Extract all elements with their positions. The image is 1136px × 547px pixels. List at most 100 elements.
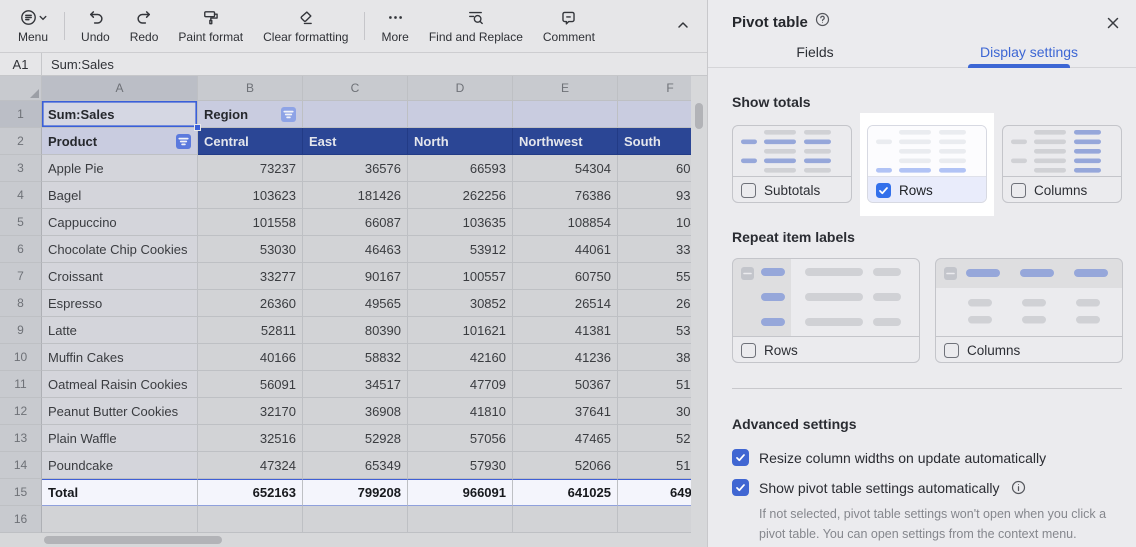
cell[interactable]: Espresso	[42, 290, 198, 317]
row-header-9[interactable]: 9	[0, 317, 42, 344]
cell[interactable]	[513, 506, 618, 533]
fill-handle[interactable]	[193, 123, 201, 131]
cell[interactable]: 53912	[408, 236, 513, 263]
cell[interactable]: Product	[42, 128, 198, 155]
cell[interactable]: 100557	[408, 263, 513, 290]
cell[interactable]: 52	[618, 425, 691, 452]
cell[interactable]: 101621	[408, 317, 513, 344]
row-header-7[interactable]: 7	[0, 263, 42, 290]
cell[interactable]: 26	[618, 290, 691, 317]
cell[interactable]: 26360	[198, 290, 303, 317]
cell[interactable]: 32516	[198, 425, 303, 452]
cell[interactable]: 181426	[303, 182, 408, 209]
collapse-toolbar-button[interactable]	[671, 13, 695, 40]
formula-input[interactable]: Sum:Sales	[51, 56, 114, 72]
filter-icon[interactable]	[176, 133, 191, 149]
column-header-a[interactable]: A	[42, 76, 198, 101]
cell[interactable]	[198, 506, 303, 533]
cell[interactable]: 56091	[198, 371, 303, 398]
cell[interactable]: 103623	[198, 182, 303, 209]
cell[interactable]: 52811	[198, 317, 303, 344]
cell[interactable]: North	[408, 128, 513, 155]
cell[interactable]: 60750	[513, 263, 618, 290]
cell[interactable]: 65349	[303, 452, 408, 479]
cell[interactable]: 66087	[303, 209, 408, 236]
cell[interactable]: 47709	[408, 371, 513, 398]
horizontal-scrollbar[interactable]	[0, 533, 691, 547]
row-header-3[interactable]: 3	[0, 155, 42, 182]
cell[interactable]: 53	[618, 317, 691, 344]
row-header-14[interactable]: 14	[0, 452, 42, 479]
column-header-b[interactable]: B	[198, 76, 303, 101]
cell[interactable]	[303, 506, 408, 533]
help-icon[interactable]	[815, 12, 830, 32]
cell[interactable]	[618, 506, 691, 533]
cell[interactable]: 46463	[303, 236, 408, 263]
cell[interactable]: 41381	[513, 317, 618, 344]
resize-columns-checkbox[interactable]	[732, 449, 749, 466]
cell[interactable]: East	[303, 128, 408, 155]
cell[interactable]: Central	[198, 128, 303, 155]
row-header-6[interactable]: 6	[0, 236, 42, 263]
cell[interactable]: 40166	[198, 344, 303, 371]
cell[interactable]: 103635	[408, 209, 513, 236]
cell[interactable]: 50367	[513, 371, 618, 398]
cell[interactable]: 101558	[198, 209, 303, 236]
cell[interactable]: 38	[618, 344, 691, 371]
rows-totals-checkbox[interactable]	[876, 182, 891, 198]
cell-reference-box[interactable]: A1	[0, 53, 42, 75]
tab-fields[interactable]: Fields	[796, 43, 834, 60]
cell[interactable]: 30852	[408, 290, 513, 317]
cell[interactable]: 36576	[303, 155, 408, 182]
row-header-11[interactable]: 11	[0, 371, 42, 398]
cell[interactable]: 36908	[303, 398, 408, 425]
filter-icon[interactable]	[281, 106, 296, 122]
cell[interactable]: 55	[618, 263, 691, 290]
cell[interactable]: Chocolate Chip Cookies	[42, 236, 198, 263]
columns-totals-checkbox[interactable]	[1011, 182, 1026, 198]
show-totals-subtotals-option[interactable]: Subtotals	[732, 125, 852, 203]
show-settings-checkbox[interactable]	[732, 479, 749, 496]
find-and-replace-button[interactable]: Find and Replace	[419, 7, 533, 46]
cell[interactable]: 32170	[198, 398, 303, 425]
cell[interactable]: 41236	[513, 344, 618, 371]
cell[interactable]: Peanut Butter Cookies	[42, 398, 198, 425]
repeat-labels-rows-option[interactable]: Rows	[732, 258, 920, 363]
cell[interactable]: 26514	[513, 290, 618, 317]
cell[interactable]: 57056	[408, 425, 513, 452]
cell[interactable]: 104	[618, 209, 691, 236]
cell[interactable]: Poundcake	[42, 452, 198, 479]
cell[interactable]: 54304	[513, 155, 618, 182]
row-header-13[interactable]: 13	[0, 425, 42, 452]
cell[interactable]: Region	[198, 101, 303, 128]
cell[interactable]: South	[618, 128, 691, 155]
cell[interactable]: Total	[42, 479, 198, 506]
cell[interactable]	[408, 101, 513, 128]
cell[interactable]: Bagel	[42, 182, 198, 209]
cell[interactable]: 33277	[198, 263, 303, 290]
cell[interactable]: 93	[618, 182, 691, 209]
cell[interactable]: Plain Waffle	[42, 425, 198, 452]
repeat-labels-columns-option[interactable]: Columns	[935, 258, 1123, 363]
cell[interactable]	[303, 101, 408, 128]
subtotals-checkbox[interactable]	[741, 182, 756, 198]
select-all-corner[interactable]	[0, 76, 42, 101]
cell[interactable]: 41810	[408, 398, 513, 425]
cell[interactable]	[513, 101, 618, 128]
cell[interactable]: 76386	[513, 182, 618, 209]
cell[interactable]: 44061	[513, 236, 618, 263]
cell[interactable]: 49565	[303, 290, 408, 317]
cell[interactable]: Latte	[42, 317, 198, 344]
clear-formatting-button[interactable]: Clear formatting	[253, 7, 358, 46]
cell[interactable]: 649	[618, 479, 691, 506]
show-totals-columns-option[interactable]: Columns	[1002, 125, 1122, 203]
cell[interactable]: 53030	[198, 236, 303, 263]
column-header-d[interactable]: D	[408, 76, 513, 101]
cell[interactable]: 47465	[513, 425, 618, 452]
repeat-rows-checkbox[interactable]	[741, 342, 756, 358]
cell[interactable]: 57930	[408, 452, 513, 479]
vertical-scrollbar[interactable]	[691, 76, 707, 547]
cell[interactable]: 47324	[198, 452, 303, 479]
cell[interactable]: 641025	[513, 479, 618, 506]
cell[interactable]: 80390	[303, 317, 408, 344]
